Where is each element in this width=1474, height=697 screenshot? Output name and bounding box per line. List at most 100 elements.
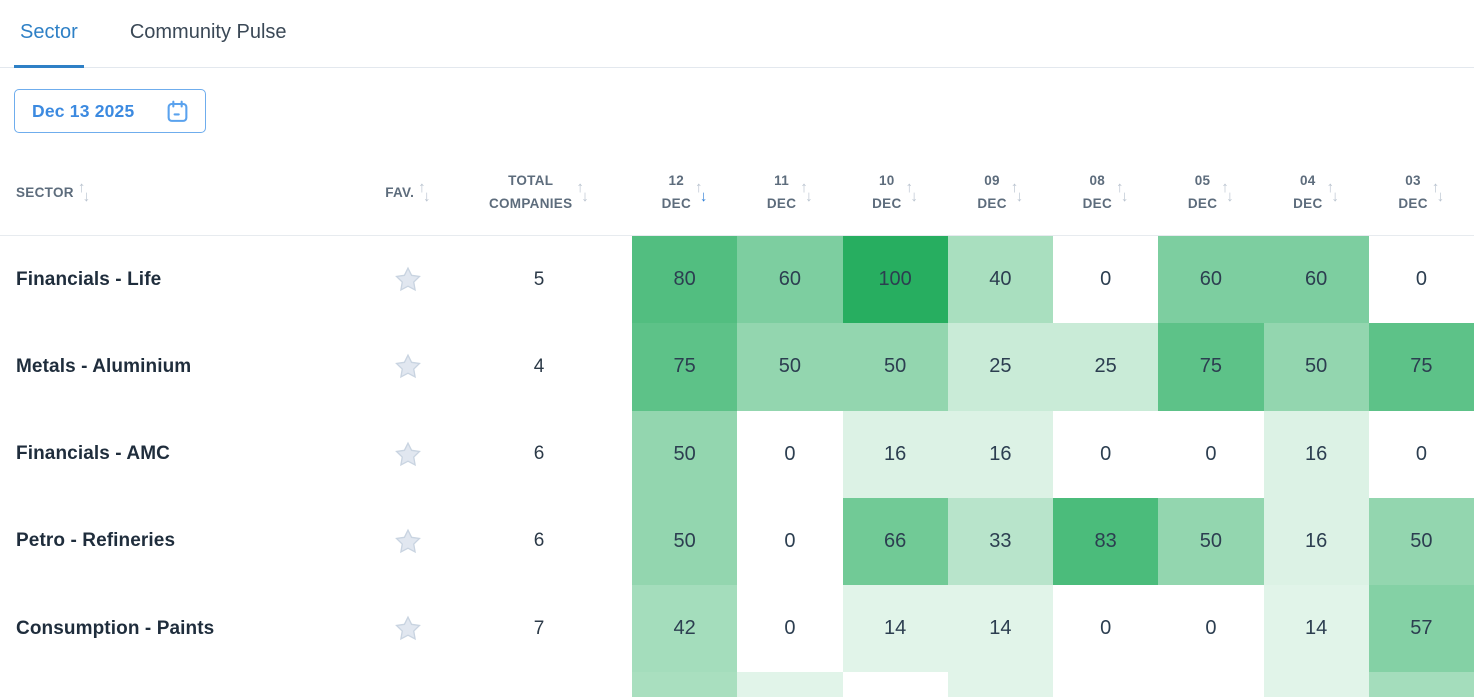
heatmap-cell: 75: [1368, 323, 1474, 411]
tab-community-pulse[interactable]: Community Pulse: [124, 0, 293, 68]
heatmap-cell: [842, 672, 948, 697]
heatmap-cell: [1053, 672, 1159, 697]
star-icon: [395, 354, 421, 379]
column-header-03-dec[interactable]: 03 DEC ↑ ↓: [1369, 150, 1474, 235]
column-header-10-dec[interactable]: 10 DEC ↑ ↓: [843, 150, 948, 235]
heatmap-cell: 50: [1368, 497, 1474, 585]
sort-icon: ↑ ↓: [1116, 179, 1129, 205]
heatmap-cell: 16: [947, 410, 1053, 498]
sector-name: Petro - Refineries: [16, 530, 176, 552]
date-picker-button[interactable]: Dec 13 2025: [14, 89, 206, 133]
favorite-button[interactable]: [393, 440, 423, 469]
heatmap-cell: 16: [842, 410, 948, 498]
sort-icon: ↑ ↓: [1431, 179, 1445, 205]
star-icon: [395, 441, 421, 466]
heatmap-cell: 14: [1263, 585, 1369, 673]
table-body: Financials - Life 5 80 60 100 40 0 60 60 0 Metals …: [0, 236, 1474, 697]
favorite-button[interactable]: [393, 527, 423, 556]
heatmap-cell: [1368, 672, 1474, 697]
heatmap-cell: 0: [1368, 236, 1474, 324]
heatmap-cell: 50: [842, 323, 948, 411]
heatmap-cell: 40: [947, 236, 1053, 324]
heatmap-cell: 0: [1158, 410, 1264, 498]
date-header-month: DEC: [766, 195, 797, 211]
date-picker-value: Dec 13 2025: [32, 100, 135, 121]
date-header-day: 10: [879, 172, 895, 188]
sort-icon: ↑ ↓: [905, 179, 919, 205]
heatmap-cell: 0: [737, 410, 843, 498]
column-header-total-line1: TOTAL: [508, 173, 554, 189]
column-header-12-dec[interactable]: 12 DEC ↑ ↓: [632, 150, 737, 235]
column-header-09-dec[interactable]: 09 DEC ↑ ↓: [948, 150, 1053, 235]
heatmap-cell: [737, 672, 843, 697]
date-header-day: 09: [984, 172, 1000, 188]
heatmap-cell: 83: [1053, 497, 1159, 585]
column-header-08-dec[interactable]: 08 DEC ↑ ↓: [1053, 150, 1158, 235]
sort-icon: ↑ ↓: [1326, 179, 1340, 205]
column-header-11-dec[interactable]: 11 DEC ↑ ↓: [737, 150, 842, 235]
total-companies-value: 7: [533, 617, 545, 639]
tab-sector[interactable]: Sector: [14, 0, 84, 68]
heatmap-cell: 60: [1263, 236, 1369, 324]
heatmap-cell: 0: [1053, 410, 1159, 498]
date-header-month: DEC: [661, 195, 692, 211]
heatmap-cell: 75: [1158, 323, 1264, 411]
heatmap-cell: 16: [1263, 410, 1369, 498]
sector-name: Financials - Life: [16, 268, 162, 290]
heatmap-cell: 42: [632, 585, 738, 673]
table-row: Petro - Refineries 6 50 0 66 33 83 50 16 50: [0, 497, 1474, 585]
heatmap-cell: 0: [1053, 585, 1159, 673]
table-header: SECTOR ↑ ↓ FAV. ↑ ↓ TOTAL COMPANIES ↑ ↓ 12 D…: [0, 150, 1474, 236]
favorite-button[interactable]: [393, 265, 423, 294]
heatmap-cell: 14: [947, 585, 1053, 673]
calendar-icon: [167, 100, 188, 122]
heatmap-cell: 66: [842, 497, 948, 585]
column-header-04-dec[interactable]: 04 DEC ↑ ↓: [1264, 150, 1369, 235]
column-header-sector[interactable]: SECTOR ↑ ↓: [0, 150, 370, 235]
sort-icon: ↑ ↓: [77, 179, 91, 205]
toolbar: Dec 13 2025: [0, 68, 1474, 150]
sort-icon: ↑ ↓: [800, 179, 813, 205]
heatmap-cell: [947, 672, 1053, 697]
heatmap-cell: 0: [737, 497, 843, 585]
column-header-fav[interactable]: FAV. ↑ ↓: [370, 150, 446, 235]
date-header-day: 08: [1089, 172, 1106, 188]
heatmap-cell: 0: [1158, 585, 1264, 673]
heatmap-cell: 60: [1158, 236, 1264, 324]
heatmap-cell: 100: [842, 236, 948, 324]
total-companies-value: 6: [533, 530, 545, 552]
total-companies-value: 4: [533, 355, 545, 377]
date-header-month: DEC: [1187, 195, 1218, 211]
date-header-month: DEC: [1293, 195, 1323, 211]
column-header-05-dec[interactable]: 05 DEC ↑ ↓: [1158, 150, 1263, 235]
column-header-total-companies[interactable]: TOTAL COMPANIES ↑ ↓: [446, 150, 632, 235]
heatmap-cell: 80: [632, 236, 738, 324]
sort-icon: ↑ ↓: [418, 179, 431, 205]
date-header-month: DEC: [1398, 195, 1428, 211]
date-header-month: DEC: [1082, 195, 1113, 211]
heatmap-cell: 50: [1263, 323, 1369, 411]
favorite-button[interactable]: [393, 352, 423, 381]
table-row: Financials - AMC 6 50 0 16 16 0 0 16 0: [0, 410, 1474, 498]
heatmap-cell: 16: [1263, 497, 1369, 585]
heatmap-cell: 75: [632, 323, 738, 411]
heatmap-cell: 57: [1368, 585, 1474, 673]
heatmap-cell: [1158, 672, 1264, 697]
sector-name: Consumption - Paints: [16, 617, 215, 639]
favorite-button[interactable]: [393, 614, 423, 643]
heatmap-cell: 50: [1158, 497, 1264, 585]
sort-icon: ↑ ↓: [576, 179, 590, 205]
date-header-day: 11: [774, 172, 789, 188]
column-header-fav-label: FAV.: [385, 185, 415, 200]
sort-icon: ↑ ↓: [1221, 179, 1234, 205]
date-header-month: DEC: [872, 195, 902, 211]
tab-sector-label: Sector: [20, 21, 78, 43]
date-header-day: 12: [668, 172, 685, 188]
star-icon: [395, 528, 421, 554]
table-row: Financials - Life 5 80 60 100 40 0 60 60 0: [0, 236, 1474, 324]
table-row: Consumption - Paints 7 42 0 14 14 0 0 14 57: [0, 585, 1474, 673]
heatmap-cell: 14: [842, 585, 948, 673]
heatmap-cell: 50: [737, 323, 843, 411]
sort-icon-active: ↑ ↓: [695, 179, 708, 205]
